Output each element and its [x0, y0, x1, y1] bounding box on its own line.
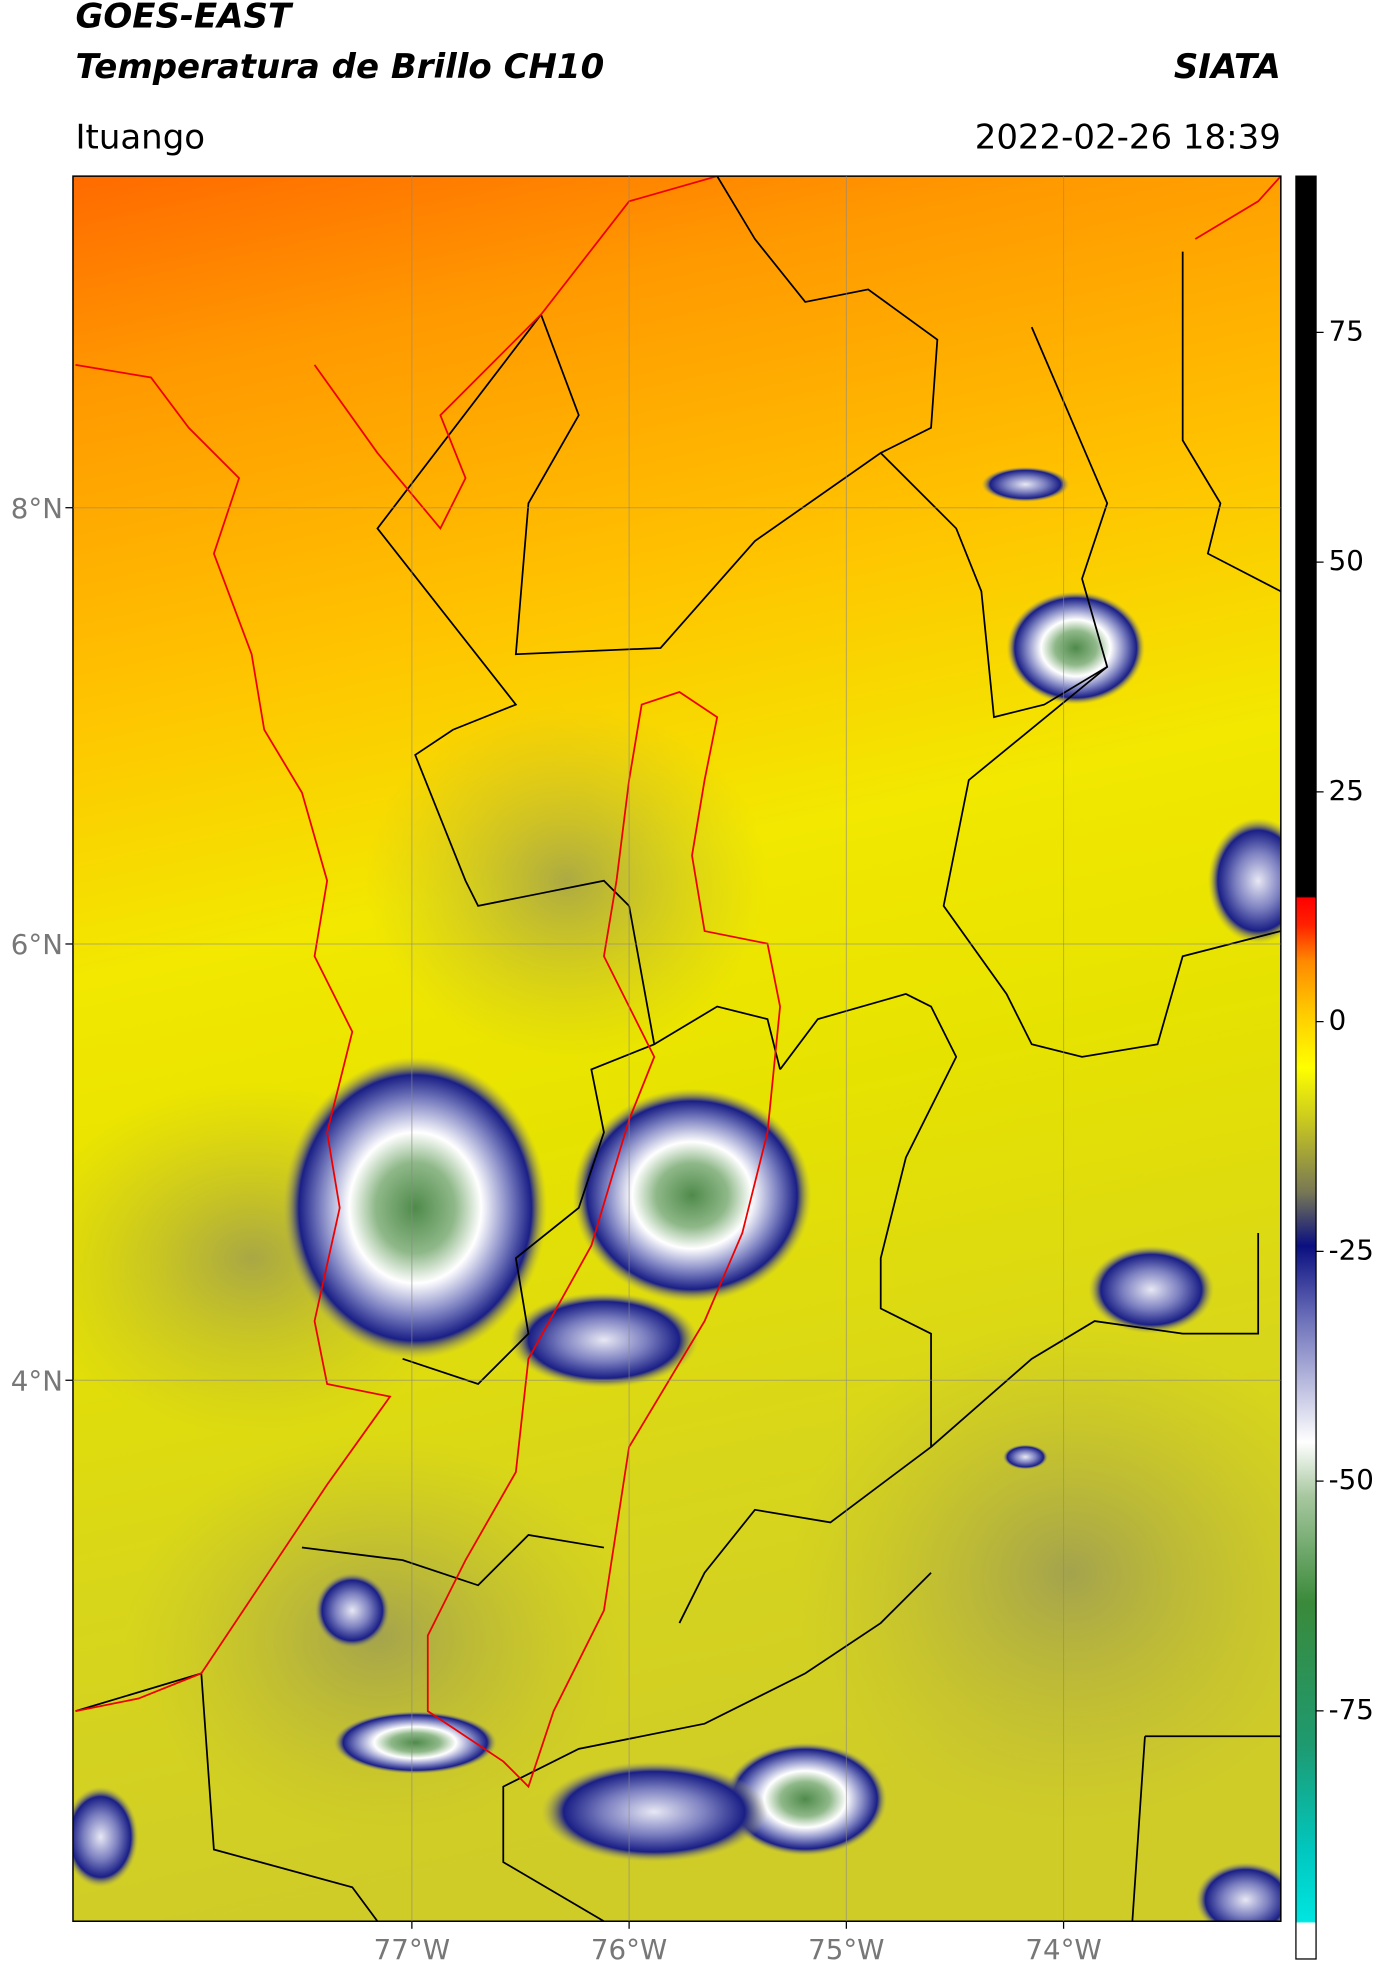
colorbar-tick-label: 0 — [1329, 1004, 1347, 1037]
lon-tick-label: 74°W — [1025, 1933, 1101, 1966]
lon-tick-label: 75°W — [808, 1933, 884, 1966]
lat-tick-label: 8°N — [11, 492, 63, 525]
lat-tick-label: 4°N — [11, 1364, 63, 1397]
colorbar-tick-label: -75 — [1329, 1693, 1374, 1726]
colorbar — [1295, 175, 1317, 1960]
product: Temperatura de Brillo CH10 — [75, 47, 604, 87]
timestamp: 2022-02-26 18:39 — [975, 117, 1281, 157]
colorbar-tick-label: -50 — [1329, 1463, 1374, 1496]
map-image — [72, 176, 1281, 1922]
lon-tick-label: 77°W — [374, 1933, 450, 1966]
colorbar-tick-label: -25 — [1329, 1233, 1374, 1266]
region: Ituango — [75, 117, 205, 157]
agency: SIATA — [1174, 47, 1281, 87]
colorbar-tick-label: 50 — [1329, 544, 1364, 577]
colorbar-tick-label: 25 — [1329, 774, 1364, 807]
lat-tick-label: 6°N — [11, 928, 63, 961]
satellite: GOES-EAST — [75, 0, 293, 37]
map-frame — [72, 175, 1282, 1922]
colorbar-tick-label: 75 — [1329, 314, 1364, 347]
lon-tick-label: 76°W — [591, 1933, 667, 1966]
